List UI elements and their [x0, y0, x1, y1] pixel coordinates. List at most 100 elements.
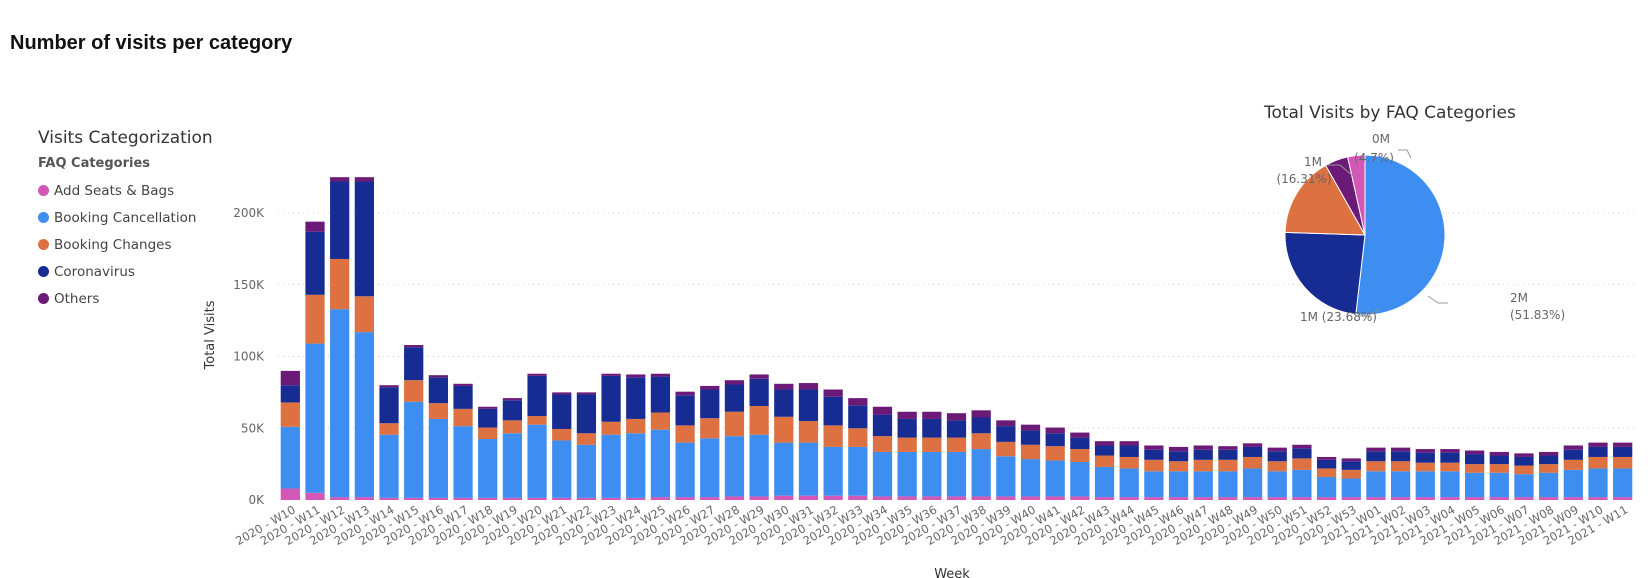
bar-segment [1465, 464, 1485, 473]
legend-item-booking-cancellation[interactable]: Booking Cancellation [38, 204, 213, 231]
bar-segment [971, 433, 991, 450]
bar-segment [1070, 449, 1090, 462]
bar-segment [749, 496, 769, 500]
bar-segment [1020, 444, 1041, 460]
bar-segment [1292, 458, 1312, 470]
legend-dot-icon [38, 212, 49, 223]
bar-segment [478, 406, 498, 409]
bar-segment [922, 437, 942, 452]
bar-segment [478, 408, 498, 428]
bar-segment [724, 384, 745, 412]
bar-segment [675, 442, 695, 498]
bar-segment [305, 343, 325, 493]
bar-segment [478, 427, 498, 440]
bar-segment [552, 497, 572, 500]
bar-segment [404, 347, 424, 381]
bar-segment [1366, 461, 1386, 472]
bar-segment [1465, 454, 1485, 465]
bar-segment [1489, 472, 1509, 498]
bar-segment [1119, 445, 1139, 457]
bar-segment [1514, 465, 1534, 475]
bar-segment [798, 495, 819, 500]
bar-segment [1292, 469, 1312, 498]
bar-segment [305, 231, 325, 295]
bar-segment [1366, 447, 1386, 452]
bar-segment [1489, 451, 1509, 456]
bar-segment [1341, 469, 1361, 479]
y-tick-label: 0K [248, 493, 265, 507]
bar-segment [330, 177, 350, 182]
y-tick-label: 200K [233, 206, 265, 220]
bar-segment [749, 406, 769, 435]
bar-segment [502, 497, 523, 500]
bar-segment [1020, 496, 1041, 500]
bar-segment [823, 425, 843, 447]
bar-segment [1390, 451, 1411, 462]
bar-segment [1440, 497, 1460, 500]
bar-segment [1292, 448, 1312, 459]
bar-segment [576, 497, 597, 500]
bar-segment [922, 451, 942, 497]
bar-segment [1094, 497, 1115, 500]
bar-segment [453, 383, 473, 386]
bar-segment [330, 309, 350, 498]
bar-segment [626, 497, 646, 500]
bar-segment [1440, 471, 1460, 498]
bar-segment [1465, 497, 1485, 500]
bar-segment [996, 420, 1016, 427]
bar-segment [626, 377, 646, 419]
bar-segment [1267, 447, 1287, 452]
legend-item-booking-changes[interactable]: Booking Changes [38, 231, 213, 258]
bar-segment [1193, 445, 1213, 450]
bar-segment [700, 438, 720, 498]
bar-segment [354, 177, 374, 182]
bar-segment [576, 444, 597, 498]
bar-segment [922, 418, 942, 438]
bar-segment [1514, 497, 1534, 500]
legend-item-coronavirus[interactable]: Coronavirus [38, 258, 213, 285]
bar-segment [749, 434, 769, 497]
bar-segment [1539, 464, 1559, 473]
bar-segment [1341, 497, 1361, 500]
bar-segment [626, 418, 646, 434]
y-tick-label: 50K [241, 421, 265, 435]
bar-segment [1242, 443, 1263, 447]
bar-segment [774, 495, 794, 500]
bar-segment [774, 389, 794, 417]
bar-segment [946, 451, 967, 497]
bar-segment [1218, 497, 1238, 500]
bar-segment [1316, 459, 1337, 469]
bar-segment [1193, 497, 1213, 500]
bar-segment [1242, 446, 1263, 457]
bar-segment [1465, 450, 1485, 455]
bar-segment [1119, 456, 1139, 469]
bar-segment [897, 451, 917, 497]
bar-segment [1415, 462, 1435, 472]
bar-segment [823, 389, 843, 397]
bar-segment [872, 496, 893, 500]
bar-segment [650, 497, 671, 500]
bar-segment [1094, 455, 1115, 467]
legend-item-add-seats-bags[interactable]: Add Seats & Bags [38, 177, 213, 204]
bar-segment [330, 181, 350, 259]
bar-segment [1144, 497, 1164, 500]
bar-segment [1144, 459, 1164, 472]
legend-item-others[interactable]: Others [38, 285, 213, 312]
bar-segment [354, 296, 374, 333]
bar-segment [650, 376, 671, 413]
bar-segment [1514, 453, 1534, 457]
bar-segment [1440, 452, 1460, 463]
bar-segment [428, 418, 448, 498]
bar-segment [675, 395, 695, 426]
bar-segment [1094, 441, 1115, 446]
bar-segment [823, 396, 843, 426]
legend-item-label: Booking Cancellation [54, 209, 197, 226]
bar-segment [502, 398, 523, 401]
bar-segment [1613, 468, 1633, 498]
bar-segment [1119, 468, 1139, 498]
bar-segment [1588, 497, 1608, 500]
bar-segment [527, 497, 547, 500]
bar-segment [1316, 477, 1337, 498]
bar-segment [330, 497, 350, 500]
bar-segment [650, 373, 671, 377]
